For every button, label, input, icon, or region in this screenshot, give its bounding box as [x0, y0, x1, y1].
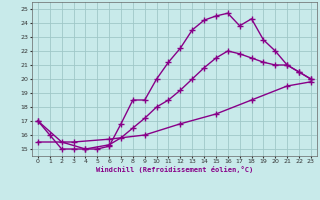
X-axis label: Windchill (Refroidissement éolien,°C): Windchill (Refroidissement éolien,°C) [96, 166, 253, 173]
